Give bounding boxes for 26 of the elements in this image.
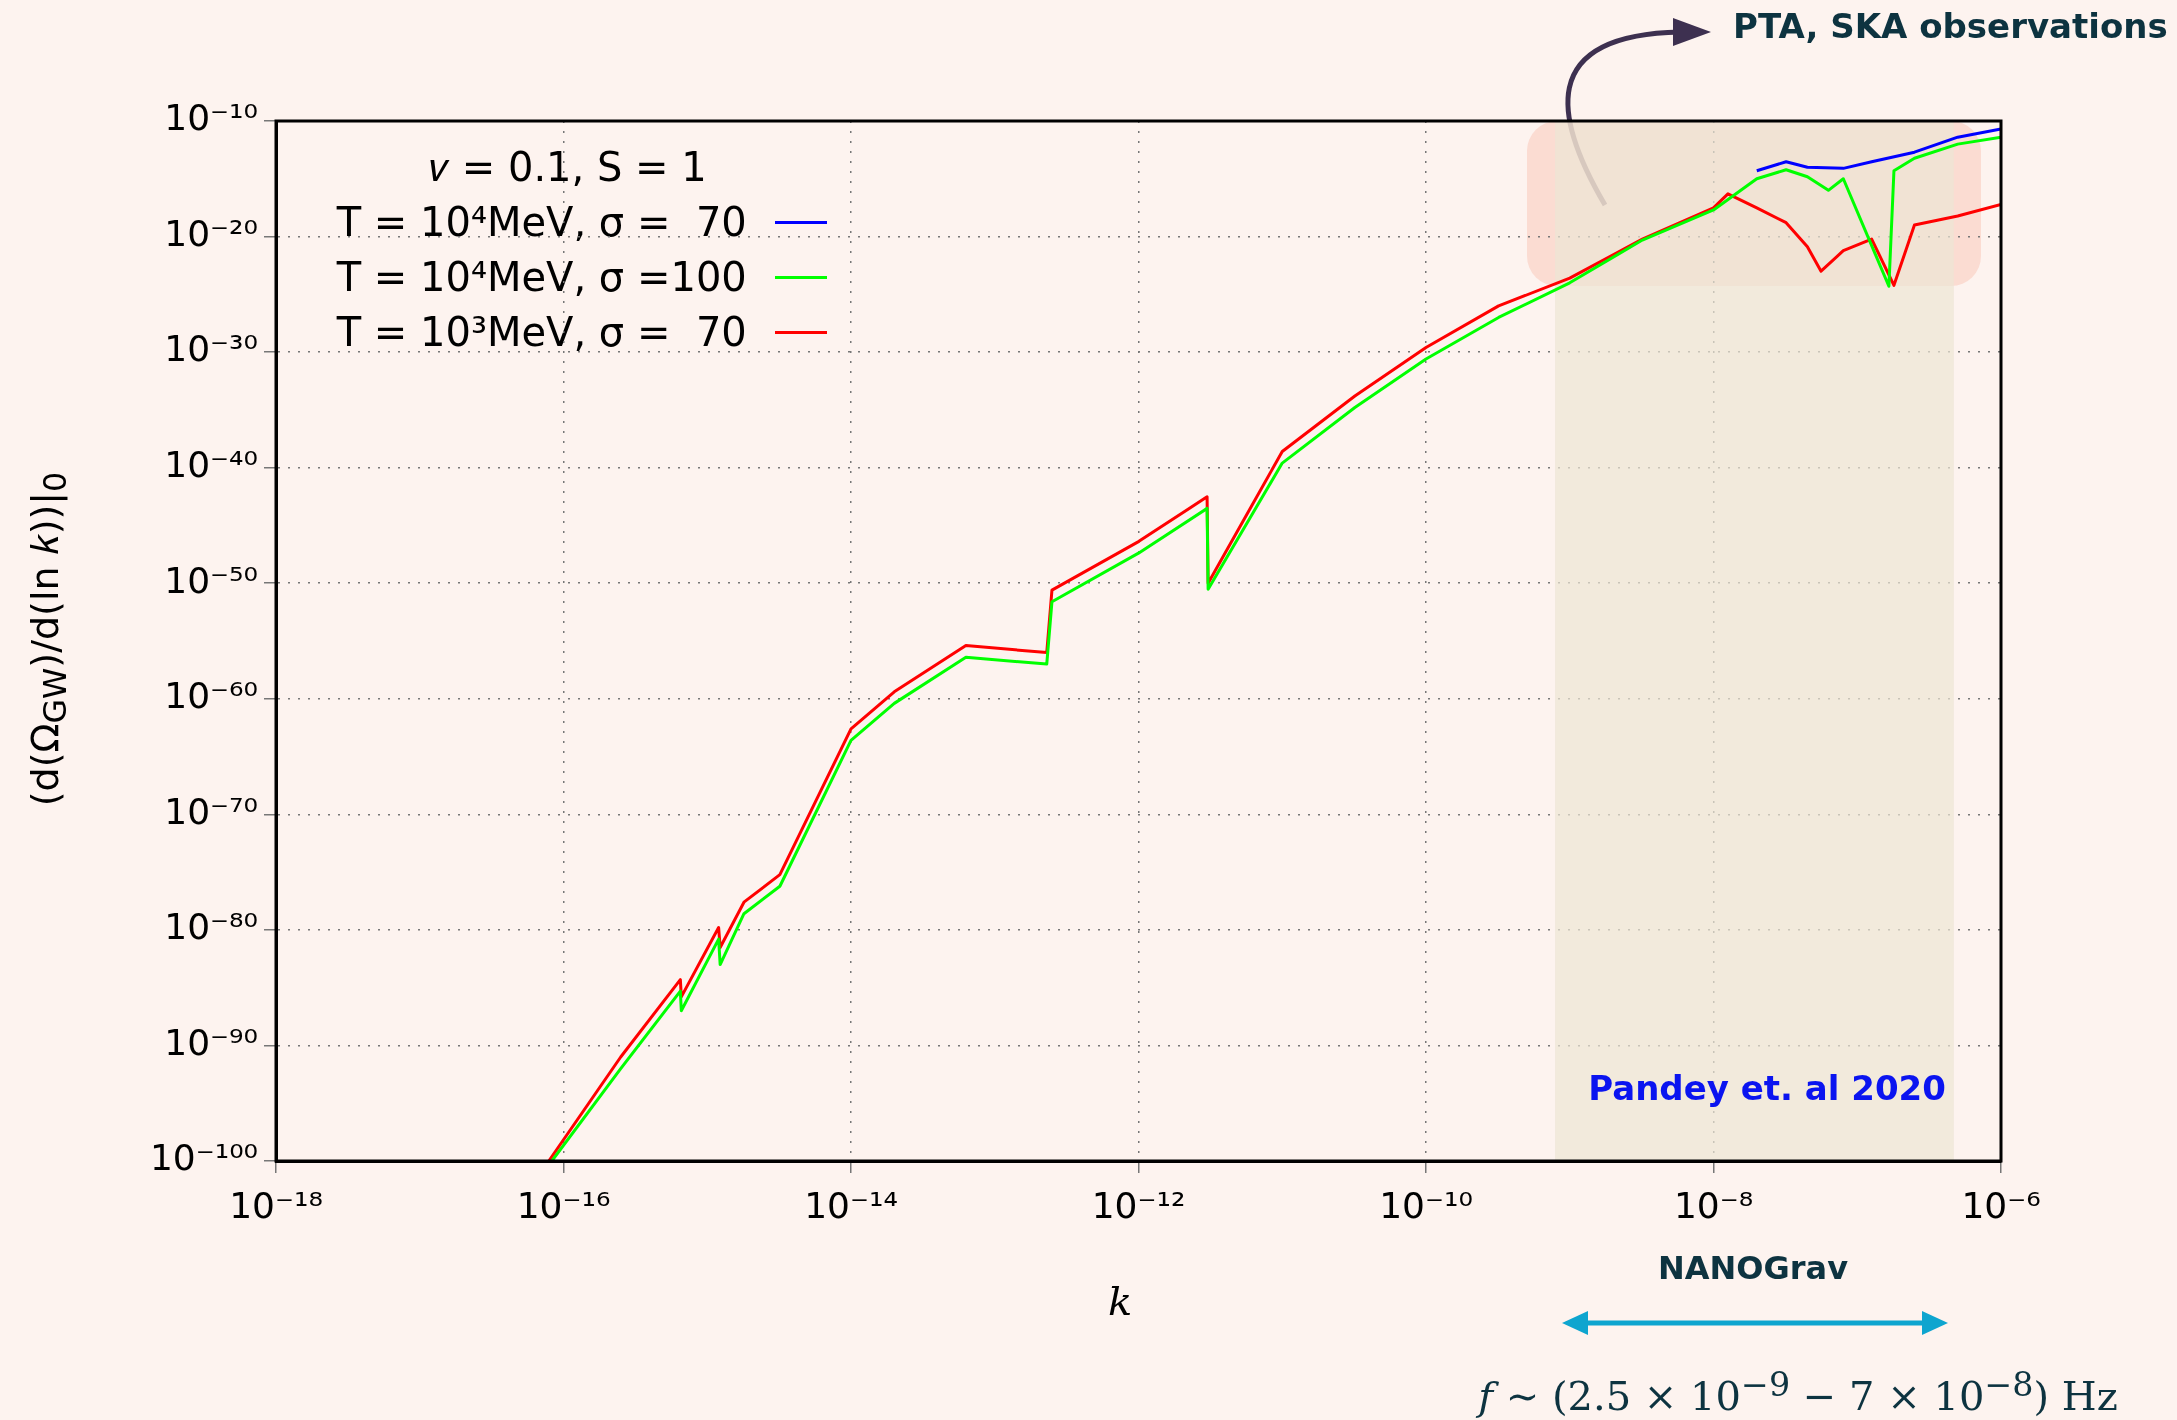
- band-label: Pandey et. al 2020: [1588, 1067, 1946, 1108]
- y-tick-label: 10⁻³⁰: [164, 328, 258, 370]
- x-tick-label: 10⁻¹²: [1091, 1184, 1186, 1226]
- y-tick-label: 10⁻⁴⁰: [164, 444, 258, 486]
- legend-label: T = 10³MeV, σ = 70: [336, 308, 747, 357]
- x-tick-label: 10⁻¹⁶: [516, 1184, 611, 1226]
- text: 𝑓 ∼ (2.5 × 10$^{−9}$ − 7 × 10$^{−8}$) Hz: [1478, 1365, 2118, 1420]
- y-tick-label: 10⁻⁸⁰: [164, 906, 258, 948]
- legend-label: T = 10⁴MeV, σ = 70: [336, 198, 747, 247]
- x-axis-title: 𝑘: [1107, 1278, 1133, 1324]
- y-tick-label: 10⁻²⁰: [164, 212, 258, 254]
- legend-label: T = 10⁴MeV, σ =100: [336, 253, 747, 302]
- legend-title: 𝑣 = 0.1, S = 1: [429, 143, 708, 192]
- y-tick-label: 10⁻¹⁰: [164, 97, 258, 139]
- x-tick-label: 10⁻¹⁰: [1379, 1184, 1473, 1226]
- x-tick-label: 10⁻⁶: [1961, 1184, 2041, 1226]
- text: PTA, SKA observations: [1733, 6, 2168, 46]
- x-tick-label: 10⁻¹⁸: [229, 1184, 323, 1226]
- y-tick-label: 10⁻¹⁰⁰: [149, 1137, 258, 1179]
- text: NANOGrav: [1657, 1249, 1849, 1287]
- y-tick-label: 10⁻⁹⁰: [164, 1021, 258, 1063]
- x-tick-label: 10⁻¹⁴: [804, 1184, 898, 1226]
- y-tick-label: 10⁻⁶⁰: [164, 675, 258, 717]
- y-tick-label: 10⁻⁵⁰: [164, 559, 258, 601]
- y-tick-label: 10⁻⁷⁰: [164, 790, 258, 832]
- x-tick-label: 10⁻⁸: [1673, 1184, 1754, 1226]
